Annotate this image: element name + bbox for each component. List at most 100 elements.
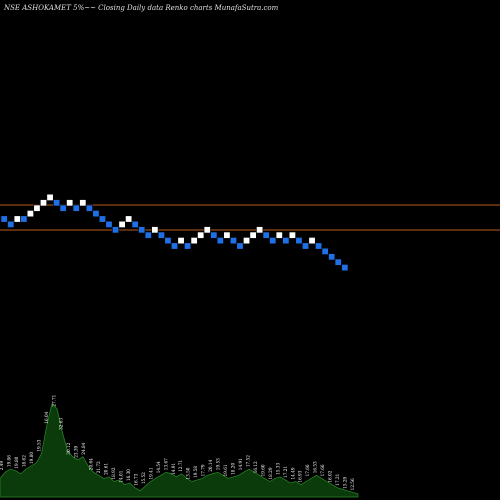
volume-label: 2.49 <box>0 461 4 471</box>
renko-brick-down <box>321 247 329 255</box>
volume-label: 16.12 <box>253 461 258 473</box>
volume-label: 18.20 <box>231 463 236 475</box>
volume-label: 24.84 <box>81 442 86 454</box>
renko-brick-up <box>66 199 74 207</box>
volume-label: 15.29 <box>343 476 348 488</box>
volume-label: 23.39 <box>74 445 79 457</box>
volume-labels: 2.49 19.86 19.80 18.62 19.8019.5316.0427.713… <box>0 394 355 490</box>
renko-brick-up <box>249 231 257 239</box>
volume-label: 17.66 <box>305 464 310 476</box>
volume-label: 30.12 <box>66 442 71 454</box>
renko-brick-up <box>118 220 126 228</box>
renko-brick-down <box>53 199 61 207</box>
renko-brick-down <box>157 231 165 239</box>
renko-brick-down <box>85 204 93 212</box>
volume-label: 20.14 <box>208 459 213 471</box>
renko-brick-down <box>92 210 100 218</box>
volume-label: 19.80 <box>29 452 34 464</box>
volume-area-path <box>0 403 359 498</box>
renko-brick-up <box>125 215 133 223</box>
renko-brick-up <box>33 204 41 212</box>
volume-label: 17.52 <box>245 455 250 467</box>
renko-brick-down <box>171 242 179 250</box>
renko-brick-down <box>59 204 67 212</box>
renko-brick-down <box>98 215 106 223</box>
renko-brick-down <box>334 258 342 266</box>
renko-brick-up <box>26 210 34 218</box>
renko-brick-down <box>328 253 336 261</box>
volume-label: 16.30 <box>126 469 131 481</box>
renko-brick-down <box>282 237 290 245</box>
chart-title: NSE ASHOKAMET 5%~~ Closing Daily data Re… <box>3 4 279 12</box>
volume-label: 19.86 <box>6 455 11 467</box>
volume-label: 13.67 <box>163 458 168 470</box>
renko-brick-up <box>197 231 205 239</box>
volume-label: 17.21 <box>335 473 340 485</box>
renko-brick-up <box>46 193 54 201</box>
volume-label: 18.62 <box>21 455 26 467</box>
volume-label: 19.53 <box>216 458 221 470</box>
volume-label: 16.04 <box>44 411 49 423</box>
volume-label: 14.01 <box>118 470 123 482</box>
renko-brick-down <box>72 204 80 212</box>
renko-brick-up <box>223 231 231 239</box>
volume-label: 17.21 <box>283 466 288 478</box>
renko-brick-down <box>262 231 270 239</box>
volume-label: 16.93 <box>298 470 303 482</box>
volume-label: 19.53 <box>36 439 41 451</box>
renko-brick-down <box>269 237 277 245</box>
renko-brick-down <box>131 220 139 228</box>
renko-brick-up <box>243 237 251 245</box>
volume-label: 14.54 <box>156 461 161 473</box>
renko-brick-down <box>144 231 152 239</box>
renko-brick-down <box>295 237 303 245</box>
volume-label: 17.66 <box>320 464 325 476</box>
renko-bricks <box>0 193 349 272</box>
renko-brick-down <box>20 215 28 223</box>
volume-label: 14.49 <box>290 467 295 479</box>
volume-label: 13.50 <box>186 467 191 479</box>
volume-label: 19.80 <box>14 456 19 468</box>
renko-brick-down <box>236 242 244 250</box>
volume-label: 12.71 <box>178 459 183 471</box>
renko-brick-down <box>229 237 237 245</box>
volume-label: 21.72 <box>96 461 101 473</box>
renko-brick-up <box>256 226 264 234</box>
renko-brick-up <box>203 226 211 234</box>
renko-brick-up <box>275 231 283 239</box>
volume-label: 19.41 <box>148 467 153 479</box>
volume-label: 16.73 <box>133 473 138 485</box>
renko-brick-down <box>184 242 192 250</box>
renko-brick-up <box>79 199 87 207</box>
volume-label: 17.79 <box>201 464 206 476</box>
volume-label: 19.61 <box>223 464 228 476</box>
renko-brick-up <box>177 237 185 245</box>
renko-brick-down <box>216 237 224 245</box>
volume-area <box>0 403 359 498</box>
volume-label: 12.56 <box>350 478 355 490</box>
volume-label: 19.58 <box>193 466 198 478</box>
renko-brick-down <box>341 264 349 272</box>
renko-brick-up <box>39 199 47 207</box>
renko-brick-up <box>190 237 198 245</box>
renko-brick-down <box>0 215 8 223</box>
volume-label: 16.02 <box>328 470 333 482</box>
volume-label: 16.53 <box>313 461 318 473</box>
volume-label: 18.29 <box>268 467 273 479</box>
volume-label: 27.71 <box>51 394 56 406</box>
volume-label: 18.92 <box>111 467 116 479</box>
volume-label: 15.52 <box>141 472 146 484</box>
volume-label: 20.64 <box>89 458 94 470</box>
renko-brick-down <box>105 220 113 228</box>
renko-brick-down <box>210 231 218 239</box>
volume-label: 32.63 <box>59 418 64 430</box>
renko-brick-down <box>301 242 309 250</box>
volume-label: 14.91 <box>171 463 176 475</box>
renko-brick-up <box>151 226 159 234</box>
renko-brick-down <box>164 237 172 245</box>
renko-brick-down <box>112 226 120 234</box>
volume-label: 15.33 <box>275 463 280 475</box>
renko-brick-down <box>7 220 15 228</box>
